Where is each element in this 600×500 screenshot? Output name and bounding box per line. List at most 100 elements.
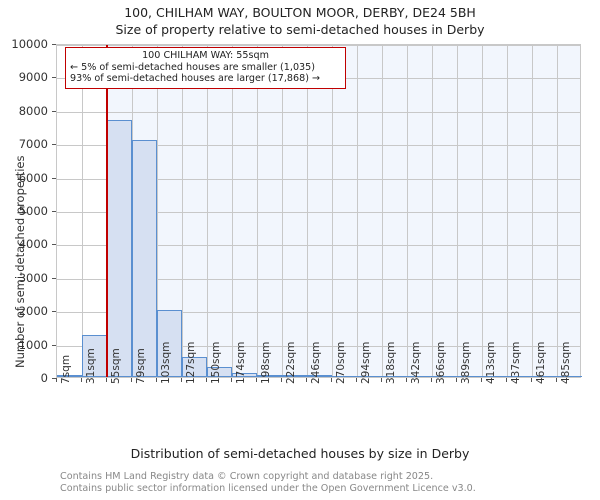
x-axis-tick-mark [306, 378, 307, 382]
x-axis-tick-label: 7sqm [60, 354, 72, 384]
gridline-vertical [532, 45, 533, 377]
x-axis-tick-label: 174sqm [235, 341, 247, 384]
histogram-bar [82, 335, 107, 377]
histogram-bar [257, 374, 282, 377]
histogram-bar [357, 375, 382, 377]
gridline-horizontal [57, 212, 580, 213]
x-axis-tick-mark [156, 378, 157, 382]
x-axis-tick-mark [381, 378, 382, 382]
annotation-line-1: 100 CHILHAM WAY: 55sqm [142, 50, 269, 61]
histogram-bar [207, 367, 232, 377]
x-axis-tick-mark [331, 378, 332, 382]
x-axis-tick-mark [206, 378, 207, 382]
x-axis-tick-label: 389sqm [460, 341, 472, 384]
gridline-horizontal [57, 45, 580, 46]
histogram-bar [157, 309, 182, 377]
annotation-line-2: ← 5% of semi-detached houses are smaller… [70, 61, 316, 73]
x-axis-tick-mark [131, 378, 132, 382]
x-axis-tick-mark [506, 378, 507, 382]
x-axis-tick-label: 222sqm [285, 341, 297, 384]
gridline-vertical [357, 45, 358, 377]
y-axis-tick-label: 8000 [18, 103, 48, 118]
page-title: 100, CHILHAM WAY, BOULTON MOOR, DERBY, D… [124, 5, 476, 20]
histogram-bar [232, 373, 257, 377]
histogram-bar [482, 375, 507, 377]
histogram-bar [507, 375, 532, 377]
gridline-vertical [257, 45, 258, 377]
gridline-horizontal [57, 345, 580, 347]
gridline-vertical [282, 45, 283, 377]
gridline-horizontal [57, 312, 580, 314]
x-axis-tick-mark [256, 378, 257, 382]
x-axis-tick-label: 294sqm [360, 341, 372, 384]
x-axis-tick-mark [456, 378, 457, 382]
chart-title-block: 100, CHILHAM WAY, BOULTON MOOR, DERBY, D… [0, 4, 600, 38]
gridline-horizontal [57, 178, 580, 180]
histogram-bar [57, 375, 82, 377]
x-axis-tick-mark [431, 378, 432, 382]
y-axis-title: Number of semi-detached properties [13, 155, 27, 368]
x-axis-tick-mark [106, 378, 107, 382]
histogram-bar [557, 375, 582, 377]
gridline-vertical [332, 45, 333, 377]
gridline-vertical [557, 45, 558, 377]
x-axis-tick-label: 103sqm [160, 341, 172, 384]
x-axis-tick-label: 366sqm [435, 341, 447, 384]
histogram-bar [132, 139, 157, 377]
gridline-vertical [482, 45, 483, 377]
x-axis-tick-label: 198sqm [260, 341, 272, 384]
x-axis-tick-label: 461sqm [535, 341, 547, 384]
x-axis-tick-mark [556, 378, 557, 382]
x-axis-title: Distribution of semi-detached houses by … [130, 446, 470, 461]
x-axis-tick-label: 150sqm [210, 341, 222, 384]
y-axis-tick-label: 9000 [18, 70, 48, 85]
property-size-marker-line [106, 45, 108, 377]
x-axis-tick-label: 413sqm [485, 341, 497, 384]
x-axis-tick-label: 437sqm [510, 341, 522, 384]
gridline-horizontal [57, 245, 580, 247]
gridline-vertical [157, 45, 158, 377]
x-axis-tick-label: 79sqm [135, 348, 147, 384]
x-axis-tick-label: 246sqm [310, 341, 322, 384]
x-axis-tick-mark [406, 378, 407, 382]
x-axis-tick-mark [231, 378, 232, 382]
x-axis-tick-label: 270sqm [335, 341, 347, 384]
x-axis-tick-mark [356, 378, 357, 382]
histogram-bar [532, 375, 557, 377]
gridline-vertical [307, 45, 308, 377]
gridline-vertical [407, 45, 408, 377]
x-axis-tick-label: 485sqm [560, 341, 572, 384]
gridline-vertical [457, 45, 458, 377]
x-axis-tick-mark [181, 378, 182, 382]
histogram-bar [307, 375, 332, 377]
x-axis-tick-label: 55sqm [110, 348, 122, 384]
plot-area [56, 44, 582, 378]
gridline-vertical [382, 45, 383, 377]
x-axis-tick-label: 318sqm [385, 341, 397, 384]
x-axis-tick-mark [281, 378, 282, 382]
histogram-bar [332, 375, 357, 377]
larger-region-shading [107, 45, 580, 377]
x-axis-tick-mark [81, 378, 82, 382]
page-subtitle: Size of property relative to semi-detach… [115, 22, 485, 37]
gridline-vertical [507, 45, 508, 377]
y-axis-tick-label: 7000 [18, 137, 48, 152]
y-axis-tick-label: 10000 [11, 37, 48, 51]
footer-line-1: Contains HM Land Registry data © Crown c… [60, 471, 434, 482]
x-axis-tick-mark [481, 378, 482, 382]
property-annotation-box: 100 CHILHAM WAY: 55sqm ← 5% of semi-deta… [65, 47, 346, 89]
x-axis-tick-label: 127sqm [185, 341, 197, 384]
x-axis-tick-mark [56, 378, 57, 382]
gridline-horizontal [57, 111, 580, 113]
annotation-line-3: 93% of semi-detached houses are larger (… [70, 73, 321, 84]
gridline-vertical [232, 45, 233, 377]
y-axis-tick-label: 0 [40, 371, 48, 385]
histogram-bar [282, 375, 307, 377]
histogram-bar [407, 375, 432, 377]
x-axis-tick-mark [531, 378, 532, 382]
gridline-vertical [82, 45, 83, 377]
gridline-vertical [207, 45, 208, 377]
histogram-bar [457, 375, 482, 377]
gridline-vertical [182, 45, 183, 377]
